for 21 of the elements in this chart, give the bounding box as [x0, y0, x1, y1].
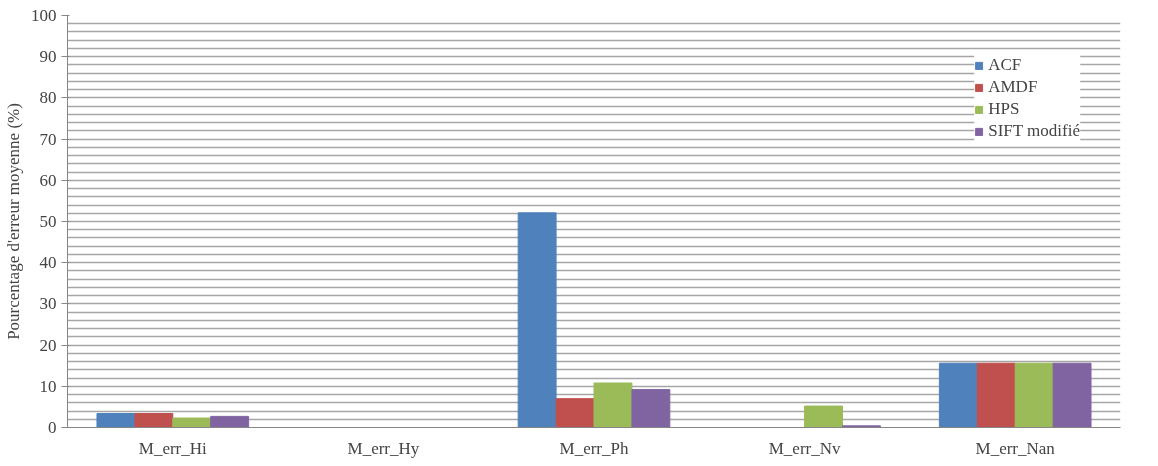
- y-tick-label: 90: [39, 47, 57, 67]
- y-tick-label: 100: [31, 6, 57, 25]
- y-tick-label: 30: [39, 294, 57, 314]
- x-tick-label: M_err_Ph: [559, 438, 629, 458]
- x-tick-label: M_err_Nv: [768, 438, 841, 458]
- x-tick-label: M_err_Nan: [975, 438, 1056, 458]
- y-tick-label: 70: [39, 129, 57, 149]
- y-tick-label: 0: [48, 418, 57, 437]
- legend-label: ACF: [988, 55, 1022, 75]
- y-tick-label: 50: [39, 212, 57, 231]
- legend-label: HPS: [988, 99, 1020, 119]
- y-tick-label: 60: [39, 170, 57, 190]
- y-axis-title: Pourcentage d'erreur moyenne (%): [4, 103, 23, 340]
- y-tick-label: 40: [39, 253, 57, 273]
- x-tick-label: M_err_Hy: [347, 438, 420, 458]
- y-tick-label: 10: [39, 376, 57, 396]
- y-tick-label: 80: [39, 88, 57, 108]
- legend-label: AMDF: [988, 77, 1038, 97]
- y-tick-label: 20: [39, 335, 57, 355]
- legend-label: SIFT modifié: [988, 121, 1080, 141]
- x-tick-label: M_err_Hi: [138, 438, 208, 458]
